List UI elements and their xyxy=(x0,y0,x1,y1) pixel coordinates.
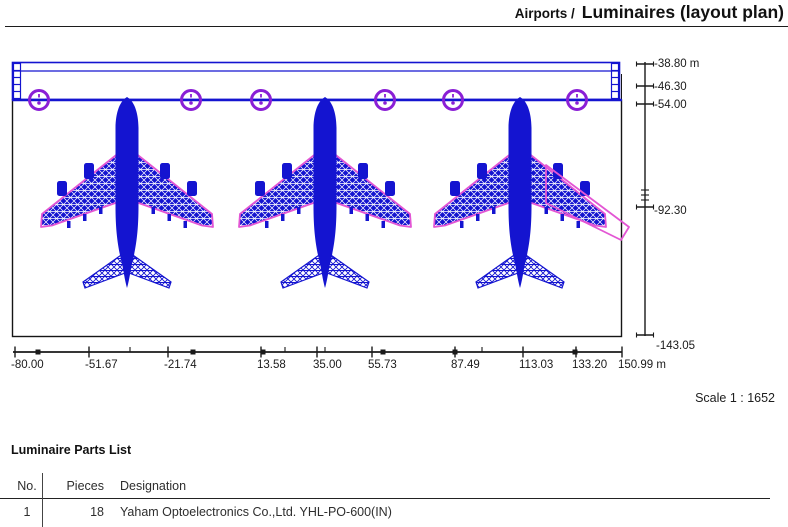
scale-label: Scale 1 : 1652 xyxy=(695,391,775,405)
terminal-strip-left-ladder xyxy=(12,62,22,100)
airplane xyxy=(238,96,412,289)
airplane xyxy=(40,96,214,289)
parts-row-no: 1 xyxy=(23,505,31,519)
luminaire-icon xyxy=(28,89,50,111)
parts-table-header-rule xyxy=(0,497,770,500)
x-axis-tick-label: 150.99 m xyxy=(618,359,666,371)
luminaire-icon xyxy=(374,89,396,111)
terminal-strip xyxy=(11,61,621,101)
airplanes-group xyxy=(40,96,607,289)
y-axis-tick xyxy=(635,101,655,107)
luminaire-position-marker xyxy=(190,349,196,355)
luminaire-position-marker xyxy=(35,349,41,355)
x-axis-tick-label: 35.00 xyxy=(313,359,342,371)
y-axis-tick xyxy=(635,204,655,210)
title-main: Luminaires (layout plan) xyxy=(581,2,784,22)
luminaire-icon xyxy=(180,89,202,111)
terminal-strip-right-ladder xyxy=(610,62,620,100)
column-header-designation: Designation xyxy=(120,479,187,493)
airplane xyxy=(433,96,607,289)
y-axis-tick-label: -46.30 xyxy=(654,81,687,93)
y-axis-tick-label: -38.80 m xyxy=(654,58,700,70)
x-axis-ticks xyxy=(14,346,623,358)
luminaire-position-marker xyxy=(260,349,266,355)
x-axis-tick-label: 87.49 xyxy=(451,359,480,371)
y-axis-tick xyxy=(635,332,655,338)
luminaire-icon xyxy=(442,89,464,111)
luminaire-icon xyxy=(250,89,272,111)
page-title: Airports / Luminaires (layout plan) xyxy=(515,2,784,23)
x-axis-tick-label: -80.00 xyxy=(11,359,44,371)
luminaire-position-marker xyxy=(572,349,578,355)
x-axis-tick-label: 55.73 xyxy=(368,359,397,371)
parts-list-heading: Luminaire Parts List xyxy=(11,443,132,457)
x-axis-tick-label: 13.58 xyxy=(257,359,286,371)
luminaire-position-marker xyxy=(452,349,458,355)
luminaire-icon xyxy=(566,89,588,111)
column-header-pieces: Pieces xyxy=(66,479,104,493)
x-axis-tick-label: -21.74 xyxy=(164,359,197,371)
y-axis-tick xyxy=(635,61,655,67)
x-axis-tick-label: -51.67 xyxy=(85,359,118,371)
y-axis-tick-label: -143.05 xyxy=(656,340,696,352)
luminaires-group xyxy=(28,89,588,111)
wing-outline-extension xyxy=(545,164,630,241)
title-section: Airports / xyxy=(514,6,575,21)
x-axis-tick-label: 133.20 xyxy=(572,359,608,371)
y-axis-tick-label: -92.30 xyxy=(654,205,687,217)
header-rule xyxy=(5,25,788,28)
parts-row-designation: Yaham Optoelectronics Co.,Ltd. YHL-PO-60… xyxy=(120,505,392,519)
luminaire-position-marker xyxy=(380,349,386,355)
y-axis-tick xyxy=(635,83,655,89)
column-header-no: No. xyxy=(17,479,37,493)
parts-table-column-divider xyxy=(42,473,44,527)
x-axis-tick-label: 113.03 xyxy=(519,359,554,371)
y-axis-ticks xyxy=(635,61,655,338)
y-axis-tick-label: -54.00 xyxy=(654,99,687,111)
parts-row-pieces: 18 xyxy=(90,505,104,519)
